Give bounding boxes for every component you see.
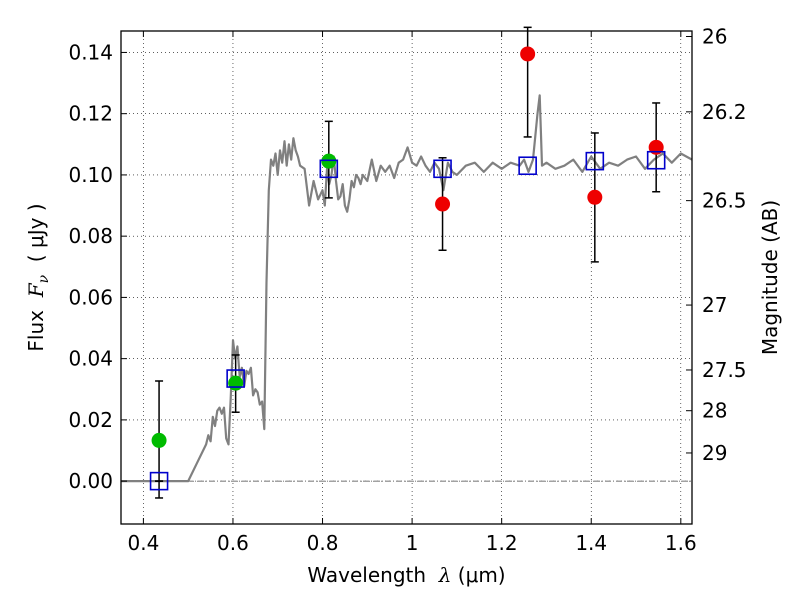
right-axis-ticks: 26 26.2 26.5 27 27.5 28 29 [686,25,747,465]
x-tick-label: 0.6 [217,531,249,555]
data-point-circle [435,196,451,212]
y-axis-label-unit: ( μJy ) [24,203,48,275]
right-tick-label: 28 [702,399,727,423]
right-axis-label: Magnitude (AB) [758,200,782,355]
model-point-square [226,369,245,388]
model-spectrum-line [121,94,693,483]
x-axis-label-prefix: Wavelength [307,563,438,587]
model-point-square [646,150,666,170]
data-point-circle [321,153,337,169]
y-tick-label: 0.00 [68,469,113,493]
data-markers [149,46,666,491]
plot-frame [120,30,693,525]
right-tick-label: 29 [702,441,727,465]
x-tick-label: 0.8 [307,531,339,555]
x-axis-label: Wavelength λ (μm) [307,563,505,587]
y-tick-label: 0.06 [68,285,113,309]
y-tick-label: 0.10 [68,163,113,187]
x-tick-label: 1.4 [575,531,607,555]
y-tick-label: 0.02 [68,408,113,432]
right-tick-label: 27.5 [702,358,747,382]
model-point-square [585,151,605,171]
y-axis-label-prefix: Flux [24,297,48,351]
y-axis-label-subscript: ν [36,274,52,283]
right-tick-label: 26 [702,25,727,49]
y-tick-label: 0.12 [68,102,113,126]
error-bars [155,26,661,499]
model-point-square [319,159,339,179]
right-tick-label: 26.5 [702,189,747,213]
data-point-circle [587,189,603,205]
data-point-circle [648,139,664,155]
y-axis-ticks: 0.00 0.02 0.04 0.06 0.08 0.10 0.12 0.14 [68,40,127,493]
x-axis-ticks: 0.4 0.6 0.8 1 1.2 1.4 1.6 [127,31,697,555]
x-axis-label-symbol: λ [438,563,452,587]
model-point-square [149,471,169,491]
data-point-circle [151,432,167,448]
x-tick-label: 0.4 [127,531,159,555]
y-tick-label: 0.08 [68,224,113,248]
right-tick-label: 26.2 [702,100,747,124]
x-tick-label: 1.6 [665,531,697,555]
x-axis-label-unit: (μm) [451,563,505,587]
model-point-square [518,156,537,176]
y-tick-label: 0.04 [68,347,113,371]
right-tick-label: 27 [702,293,727,317]
y-axis-label-symbol: F [24,282,48,298]
grid-lines [121,31,692,524]
y-tick-label: 0.14 [68,40,113,64]
model-point-square [433,159,452,179]
x-tick-label: 1 [406,531,419,555]
data-point-circle [228,375,244,391]
data-point-circle [520,46,536,62]
y-axis-label: Flux Fν ( μJy ) [24,203,52,351]
x-tick-label: 1.2 [486,531,518,555]
